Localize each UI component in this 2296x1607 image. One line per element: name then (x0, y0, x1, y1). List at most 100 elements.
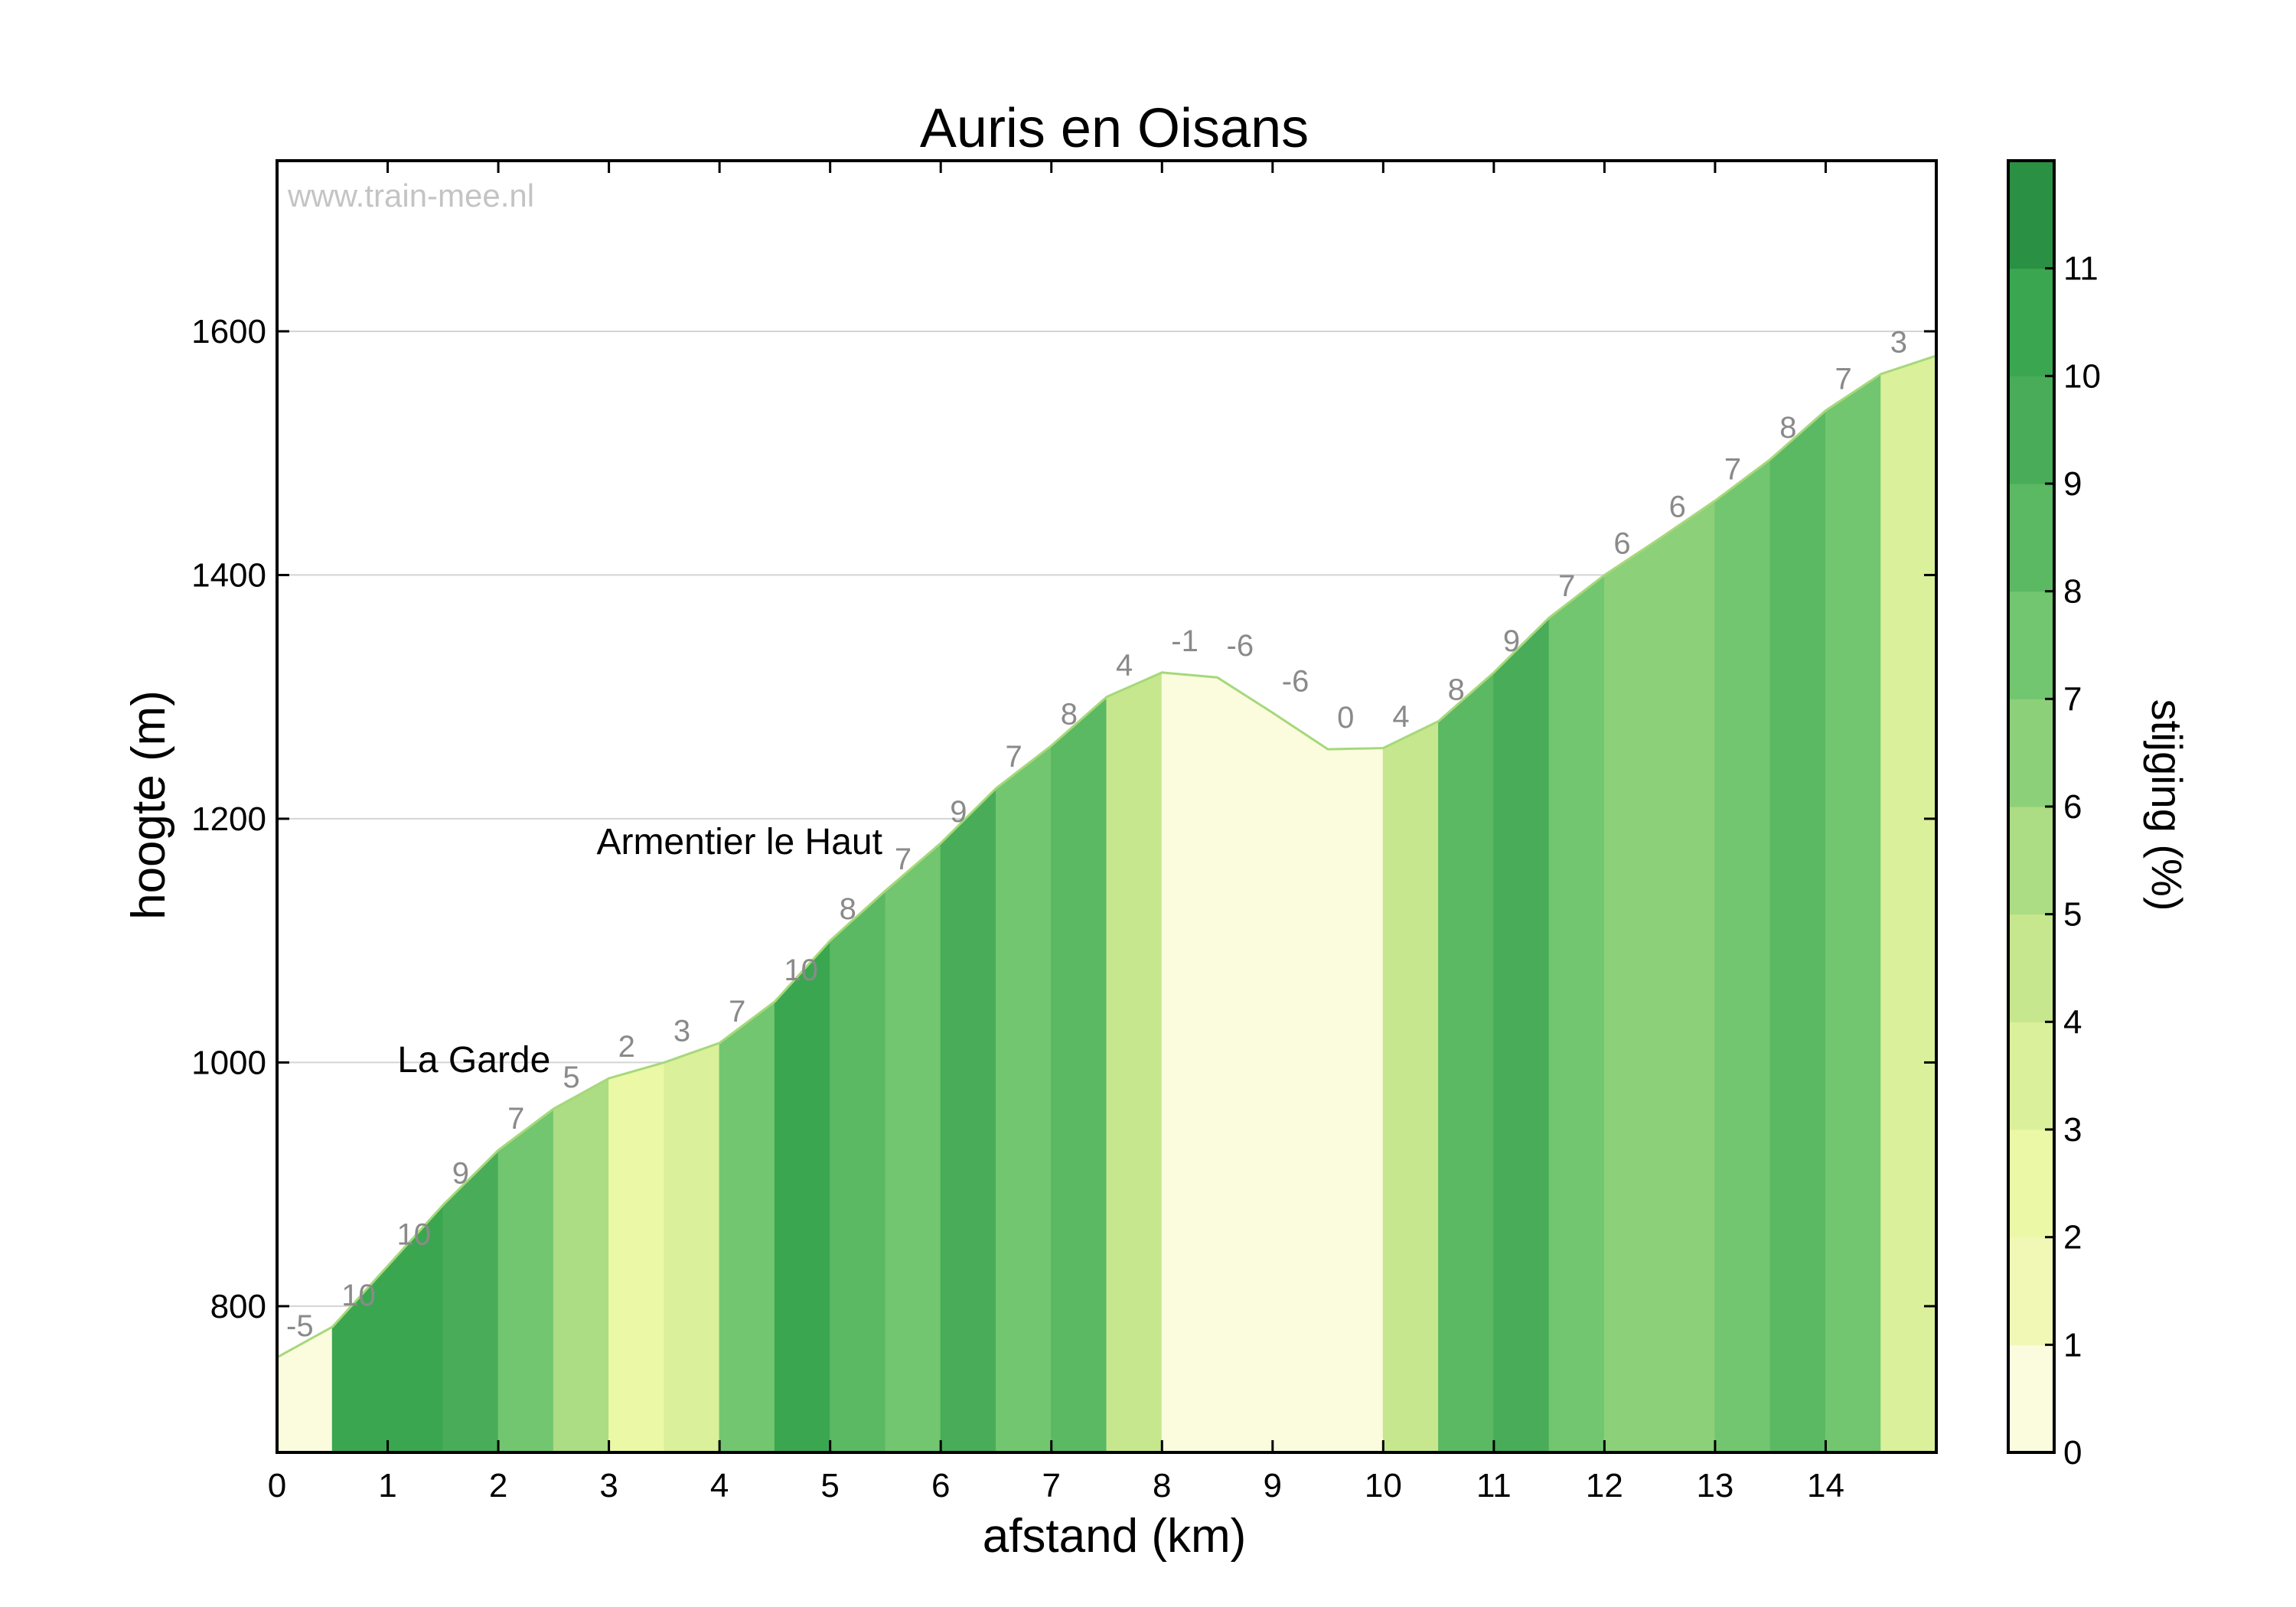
segment-20 (1382, 720, 1440, 1453)
place-label-1: Armentier le Haut (596, 822, 882, 862)
segment-label-15: 4 (1116, 649, 1133, 683)
segment-label-5: 5 (563, 1061, 579, 1094)
segment-label-3: 9 (452, 1157, 469, 1191)
segment-17 (1217, 676, 1274, 1453)
segment-21 (1438, 671, 1495, 1453)
colorbar-band-5 (2008, 807, 2054, 915)
x-tick-label-4: 4 (710, 1467, 729, 1504)
colorbar-band-6 (2008, 699, 2054, 807)
segment-24 (1603, 537, 1661, 1453)
colorbar-tick-label-6: 6 (2063, 788, 2082, 826)
segment-label-2: 10 (397, 1217, 432, 1251)
segment-14 (1051, 696, 1107, 1453)
segment-7 (664, 1042, 720, 1453)
segment-28 (1825, 373, 1882, 1453)
colorbar-band-4 (2008, 914, 2054, 1022)
x-tick-label-9: 9 (1264, 1467, 1282, 1504)
colorbar-tick-label-7: 7 (2063, 680, 2082, 718)
colorbar-band-7 (2008, 591, 2054, 699)
segment-label-29: 3 (1890, 326, 1907, 360)
segment-label-21: 8 (1448, 673, 1465, 707)
x-tick-label-11: 11 (1476, 1467, 1512, 1504)
y-axis-label: hoogte (m) (122, 690, 175, 920)
segment-25 (1659, 500, 1716, 1453)
segment-label-19: 0 (1337, 701, 1354, 735)
colorbar-tick-label-4: 4 (2063, 1003, 2082, 1041)
x-tick-label-8: 8 (1153, 1467, 1171, 1504)
plot-frame (276, 159, 1938, 1454)
colorbar-band-8 (2008, 484, 2054, 592)
chart-title: Auris en Oisans (920, 98, 1309, 159)
x-axis-label: afstand (km) (983, 1510, 1247, 1563)
watermark: www.train-mee.nl (287, 178, 534, 214)
colorbar-band-1 (2008, 1237, 2054, 1345)
segment-18 (1272, 712, 1329, 1453)
segment-15 (1106, 672, 1163, 1453)
segment-4 (497, 1107, 554, 1453)
segment-label-26: 7 (1724, 452, 1741, 486)
colorbar-tick-label-9: 9 (2063, 465, 2082, 503)
segment-11 (885, 842, 941, 1453)
segment-27 (1769, 409, 1826, 1453)
x-tick-label-1: 1 (378, 1467, 396, 1504)
colorbar-band-2 (2008, 1129, 2054, 1238)
y-tick-label-1000: 1000 (191, 1044, 266, 1081)
segment-label-16: -1 (1171, 624, 1199, 658)
y-tick-label-1400: 1400 (191, 556, 266, 594)
x-tick-label-3: 3 (599, 1467, 618, 1504)
segment-label-22: 9 (1503, 624, 1520, 658)
segment-12 (940, 787, 996, 1453)
x-tick-label-5: 5 (820, 1467, 839, 1504)
segment-label-6: 2 (618, 1030, 635, 1064)
segment-5 (553, 1077, 610, 1453)
segment-label-11: 7 (895, 843, 912, 876)
segment-label-27: 8 (1779, 411, 1796, 445)
segment-label-13: 7 (1005, 740, 1022, 774)
segment-label-20: 4 (1392, 700, 1409, 734)
colorbar-band-11 (2008, 161, 2054, 269)
x-tick-label-0: 0 (268, 1467, 286, 1504)
segment-label-4: 7 (507, 1102, 524, 1136)
colorbar-tick-label-5: 5 (2063, 896, 2082, 934)
colorbar-tick-label-3: 3 (2063, 1111, 2082, 1149)
profile-line (276, 354, 1937, 1359)
colorbar: 0 1 2 3 4 5 6 7 8 9 10 11 (2007, 159, 2101, 1472)
x-tick-label-6: 6 (931, 1467, 950, 1504)
colorbar-tick-label-0: 0 (2063, 1434, 2082, 1472)
colorbar-tick-label-10: 10 (2063, 357, 2101, 395)
segment-label-23: 7 (1558, 569, 1575, 603)
y-tick-label-800: 800 (210, 1288, 266, 1325)
colorbar-tick-label-1: 1 (2063, 1326, 2082, 1364)
segment-label-9: 10 (784, 953, 818, 987)
segment-label-24: 6 (1613, 526, 1630, 560)
place-label-0: La Garde (397, 1040, 550, 1081)
segment-label-12: 9 (950, 795, 967, 829)
segment-9 (774, 939, 831, 1453)
segment-label-18: -6 (1282, 664, 1309, 698)
segment-label-25: 6 (1669, 491, 1686, 524)
colorbar-tick-label-11: 11 (2063, 250, 2099, 288)
segment-0 (276, 1326, 333, 1453)
segment-label-7: 3 (673, 1014, 690, 1048)
segment-label-17: -6 (1227, 629, 1254, 663)
segment-6 (608, 1061, 665, 1453)
x-tick-label-12: 12 (1586, 1467, 1623, 1504)
segment-label-0: -5 (286, 1309, 314, 1343)
segment-10 (830, 889, 886, 1453)
segment-8 (719, 1000, 775, 1453)
x-tick-label-14: 14 (1807, 1467, 1844, 1504)
segment-13 (995, 745, 1052, 1453)
x-tick-label-13: 13 (1696, 1467, 1733, 1504)
segment-26 (1714, 458, 1771, 1453)
segment-label-1: 10 (341, 1279, 376, 1312)
colorbar-band-10 (2008, 268, 2054, 376)
colorbar-band-0 (2008, 1345, 2054, 1453)
segment-label-14: 8 (1061, 697, 1078, 731)
colorbar-tick-label-2: 2 (2063, 1219, 2082, 1257)
colorbar-tick-label-8: 8 (2063, 573, 2082, 611)
segment-label-28: 7 (1835, 362, 1851, 396)
colorbar-band-9 (2008, 376, 2054, 484)
segment-22 (1493, 616, 1550, 1453)
